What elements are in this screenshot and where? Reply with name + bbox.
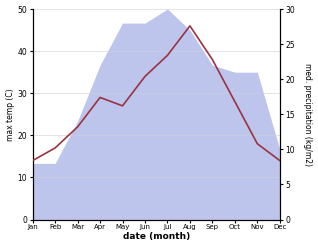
Y-axis label: max temp (C): max temp (C): [5, 88, 15, 141]
Y-axis label: med. precipitation (kg/m2): med. precipitation (kg/m2): [303, 63, 313, 166]
X-axis label: date (month): date (month): [123, 232, 190, 242]
